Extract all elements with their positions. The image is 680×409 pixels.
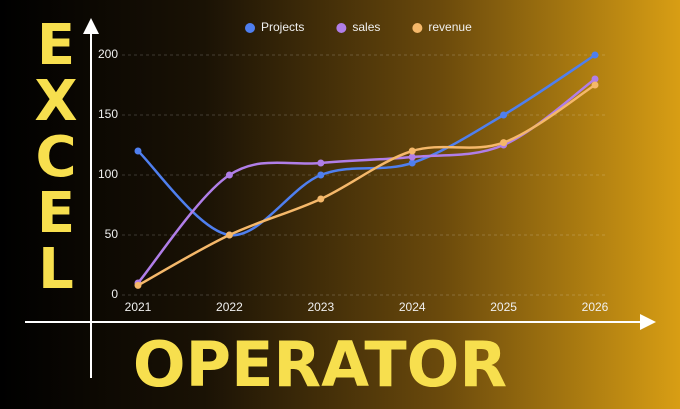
legend-swatch <box>336 23 347 33</box>
data-point <box>408 147 416 155</box>
data-point <box>591 75 599 83</box>
legend-swatch <box>245 23 255 33</box>
series-line <box>137 83 596 287</box>
y-tick-label: 200 <box>98 47 118 61</box>
data-point <box>408 159 416 167</box>
x-tick-label: 2022 <box>216 300 243 314</box>
y-tick-label: 150 <box>98 107 118 121</box>
y-tick-label: 100 <box>98 167 118 181</box>
data-point <box>591 51 599 59</box>
legend-label: revenue <box>428 20 472 34</box>
data-point <box>317 159 325 167</box>
legend-label: Projects <box>261 20 304 34</box>
y-tick-label: 50 <box>105 227 119 241</box>
data-point <box>500 139 508 147</box>
data-point <box>591 81 599 89</box>
x-tick-label: 2025 <box>490 300 517 314</box>
data-point <box>317 195 325 203</box>
x-tick-label: 2021 <box>125 300 152 314</box>
series-line <box>137 77 596 284</box>
x-tick-label: 2023 <box>307 300 334 314</box>
legend-swatch <box>412 23 423 33</box>
data-point <box>134 281 142 289</box>
data-point <box>317 171 325 179</box>
data-point <box>225 171 233 179</box>
x-tick-label: 2026 <box>582 300 609 314</box>
data-point <box>225 231 233 239</box>
data-point <box>134 147 142 155</box>
series-line <box>137 53 596 237</box>
side-title: EXCEL <box>34 13 78 302</box>
data-point <box>408 153 416 161</box>
bottom-title: OPERATOR <box>132 328 508 401</box>
data-point <box>500 111 508 119</box>
legend-label: sales <box>352 20 380 34</box>
x-tick-label: 2024 <box>399 300 426 314</box>
y-tick-label: 0 <box>111 287 118 301</box>
